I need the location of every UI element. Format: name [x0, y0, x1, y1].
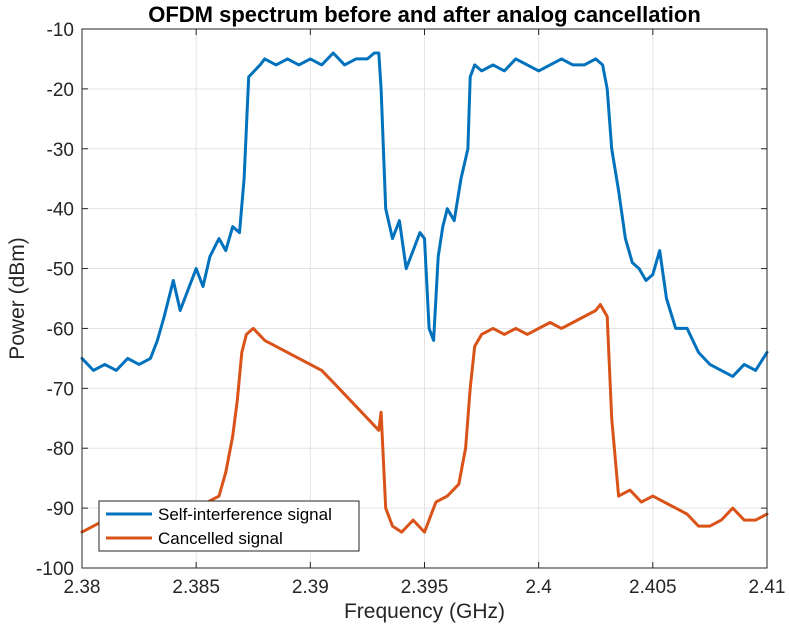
- x-axis-label: Frequency (GHz): [344, 600, 505, 623]
- x-tick-label: 2.405: [629, 577, 677, 598]
- y-tick-label: -30: [47, 140, 74, 161]
- x-tick-label: 2.4: [525, 577, 552, 598]
- y-tick-label: -80: [47, 439, 74, 460]
- ticks: 2.38 2.385 2.39 2.395 2.4 2.405 2.41 -100 -90 -80…: [36, 20, 786, 598]
- series-line-self-interference: [80, 51, 769, 378]
- y-tick-label: -50: [47, 260, 74, 281]
- x-tick-label: 2.385: [172, 577, 220, 598]
- y-axis-label: Power (dBm): [6, 237, 29, 360]
- x-tick-label: 2.41: [749, 577, 786, 598]
- y-tick-label: -100: [36, 559, 74, 580]
- x-tick-label: 2.38: [64, 577, 101, 598]
- y-tick-label: -90: [47, 499, 74, 520]
- y-tick-label: -40: [47, 200, 74, 221]
- series-layer: [80, 51, 769, 534]
- series-line-cancelled: [80, 303, 769, 534]
- y-tick-label: -20: [47, 80, 74, 101]
- x-tick-label: 2.395: [401, 577, 449, 598]
- legend: Self-interference signal Cancelled signa…: [98, 500, 360, 552]
- legend-box: [98, 500, 360, 552]
- chart-title: OFDM spectrum before and after analog ca…: [148, 2, 701, 27]
- y-tick-label: -10: [47, 20, 74, 41]
- legend-label-self-interference: Self-interference signal: [158, 505, 332, 524]
- y-tick-label: -70: [47, 379, 74, 400]
- x-tick-label: 2.39: [292, 577, 329, 598]
- legend-label-cancelled: Cancelled signal: [158, 529, 283, 548]
- y-tick-label: -60: [47, 319, 74, 340]
